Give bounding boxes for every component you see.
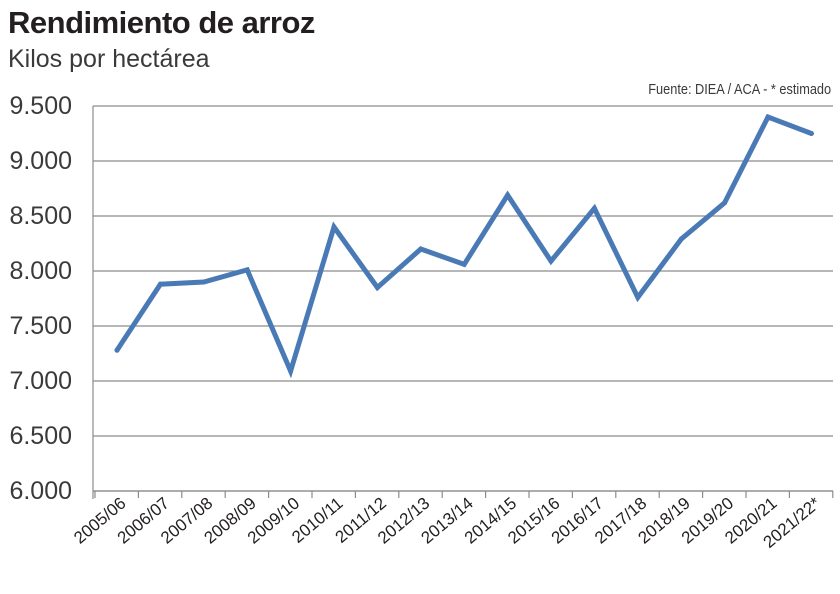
source-note: Fuente: DIEA / ACA - * estimado (648, 81, 831, 98)
y-tick-label: 7.500 (9, 312, 72, 340)
grid-lines (93, 105, 833, 492)
data-point (331, 224, 337, 230)
y-tick-label: 6.500 (9, 422, 72, 450)
data-point (114, 347, 120, 353)
y-tick-label: 8.000 (9, 257, 72, 285)
data-point (808, 131, 814, 136)
data-point (374, 285, 380, 290)
data-point (678, 236, 684, 242)
chart-subtitle: Kilos por hectárea (8, 45, 210, 73)
series-line-group (114, 113, 814, 379)
y-tick-label: 9.500 (9, 92, 72, 120)
y-tick-label: 6.000 (9, 477, 72, 505)
series-line (114, 113, 814, 379)
x-axis: 2005/062006/072007/082008/092009/102010/… (70, 106, 834, 552)
data-point (505, 192, 511, 198)
data-point (635, 294, 641, 300)
data-point (548, 258, 554, 264)
data-point (722, 200, 728, 206)
data-point (461, 261, 467, 267)
data-point (765, 114, 771, 120)
data-point (591, 205, 597, 211)
data-point (201, 279, 207, 285)
data-point (244, 267, 250, 273)
y-tick-label: 7.000 (9, 367, 72, 395)
y-tick-label: 9.000 (9, 147, 72, 175)
data-point (288, 368, 294, 374)
y-tick-label: 8.500 (9, 202, 72, 230)
data-point (157, 281, 163, 287)
data-point (418, 246, 424, 252)
chart-title: Rendimiento de arroz (8, 5, 315, 40)
y-axis-ticks: 6.000 6.500 7.000 7.500 8.000 8.500 9.000 9.500 (9, 92, 72, 505)
